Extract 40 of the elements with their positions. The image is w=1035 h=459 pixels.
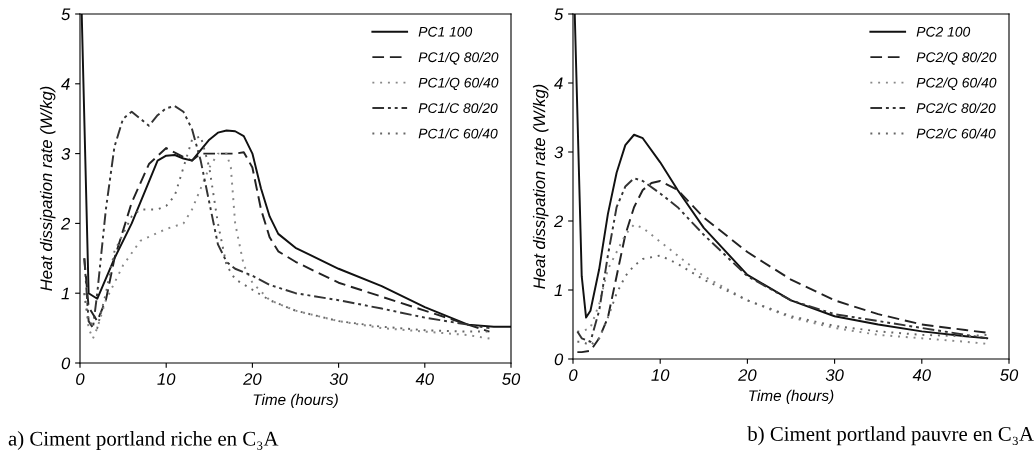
x-tick-label: 10 (157, 373, 176, 385)
legend-label: PC2 100 (916, 26, 971, 37)
x-tick-label: 50 (502, 373, 521, 385)
legend-label: PC2/Q 60/40 (916, 77, 997, 91)
y-axis-title: Heat dissipation rate (W/kg) (532, 84, 549, 289)
y-tick-label: 2 (553, 215, 564, 228)
x-tick-label: 10 (651, 369, 670, 381)
y-tick-label: 1 (61, 287, 69, 300)
y-tick-label: 3 (554, 146, 564, 159)
x-tick-label: 30 (825, 369, 844, 381)
legend-label: PC1/Q 80/20 (418, 51, 499, 65)
x-tick-label: 40 (415, 373, 434, 385)
legend-label: PC1/C 60/40 (418, 128, 498, 139)
x-tick-label: 40 (912, 369, 931, 381)
y-tick-label: 4 (554, 77, 563, 90)
legend-label: PC2/C 80/20 (916, 102, 996, 114)
x-tick-label: 50 (1000, 369, 1019, 381)
y-tick-label: 0 (554, 353, 564, 366)
legend-label: PC2/Q 80/20 (916, 51, 997, 65)
x-axis-title: Time (hours) (253, 393, 338, 409)
text: a) Ciment portland riche en C₃A (8, 431, 279, 450)
y-tick-label: 3 (61, 148, 71, 160)
x-tick-label: 20 (243, 373, 262, 385)
x-tick-label: 0 (76, 373, 85, 385)
y-tick-label: 4 (61, 78, 70, 90)
y-tick-label: 5 (61, 8, 71, 21)
y-tick-label: 5 (554, 8, 564, 21)
y-axis-title: Heat dissipation rate (W/kg) (39, 86, 56, 291)
legend-label: PC2/C 60/40 (916, 128, 996, 139)
y-tick-label: 0 (61, 357, 71, 370)
y-tick-label: 1 (554, 284, 562, 297)
legend-label: PC1/Q 60/40 (418, 77, 499, 91)
legend-label: PC1 100 (418, 26, 473, 37)
x-tick-label: 20 (738, 369, 757, 381)
x-tick-label: 30 (329, 373, 348, 385)
x-axis-title: Time (hours) (749, 389, 834, 405)
text: b) Ciment portland pauvre en C₃A (747, 426, 1034, 446)
legend-label: PC1/C 80/20 (418, 102, 498, 114)
y-tick-label: 2 (60, 217, 71, 230)
x-tick-label: 0 (569, 369, 578, 381)
